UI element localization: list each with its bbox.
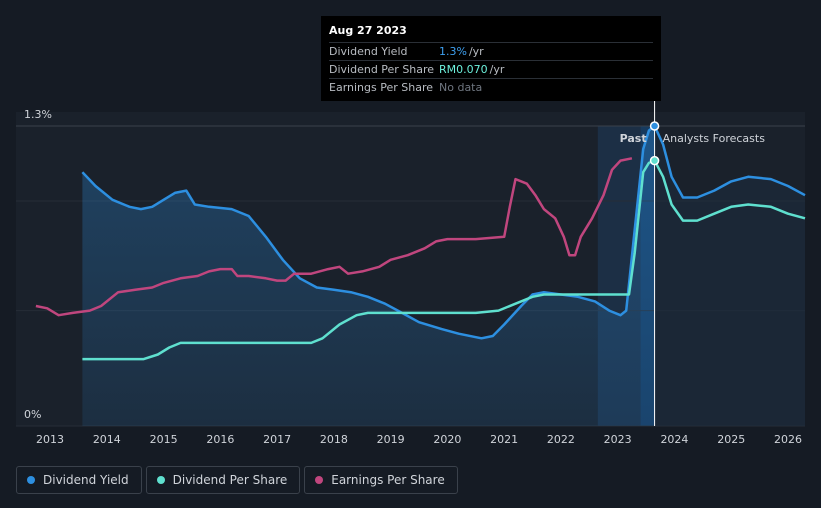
legend-item-dividend-per-share[interactable]: Dividend Per Share xyxy=(145,466,301,494)
x-tick-label: 2020 xyxy=(433,433,461,446)
tooltip-unit: /yr xyxy=(489,63,505,76)
x-tick-label: 2015 xyxy=(150,433,178,446)
series-line-dividend-yield-forecast xyxy=(653,125,806,199)
legend-dot-icon xyxy=(156,476,165,484)
y-tick-label-top: 1.3% xyxy=(24,108,52,121)
dividend-yield-forecast-area xyxy=(654,126,805,426)
series-line-dividend-yield xyxy=(81,125,656,340)
tooltip-date: Aug 27 2023 xyxy=(329,24,407,37)
legend-label: Dividend Per Share xyxy=(172,473,288,487)
x-tick-label: 2018 xyxy=(320,433,348,446)
legend-label: Dividend Yield xyxy=(43,473,129,487)
legend-item-dividend-yield[interactable]: Dividend Yield xyxy=(16,466,142,494)
tooltip-value: No data xyxy=(439,81,483,94)
x-tick-label: 2024 xyxy=(660,433,688,446)
x-tick-label: 2025 xyxy=(717,433,745,446)
x-tick-label: 2019 xyxy=(377,433,405,446)
legend-dot-icon xyxy=(315,476,324,484)
x-tick-label: 2016 xyxy=(206,433,234,446)
dividend-yield-area xyxy=(82,126,655,426)
past-label: Past xyxy=(620,132,647,145)
tooltip-value: RM0.070 xyxy=(439,63,488,76)
legend-label: Earnings Per Share xyxy=(331,473,445,487)
legend: Dividend Yield Dividend Per Share Earnin… xyxy=(16,466,458,494)
x-tick-label: 2022 xyxy=(547,433,575,446)
tooltip-label: Dividend Per Share xyxy=(329,63,435,76)
tooltip-row-dividend-yield: Dividend Yield 1.3% /yr xyxy=(329,42,653,60)
x-tick-label: 2026 xyxy=(774,433,802,446)
legend-dot-icon xyxy=(27,476,35,484)
dividend-per-share-marker xyxy=(649,155,660,166)
tooltip: Aug 27 2023 Dividend Yield 1.3% /yr Divi… xyxy=(321,16,661,101)
forecast-label: Analysts Forecasts xyxy=(663,132,766,145)
y-tick-label-bottom: 0% xyxy=(24,408,41,421)
series-line-earnings-per-share xyxy=(35,157,633,317)
series-line-dividend-per-share xyxy=(82,159,656,361)
x-tick-label: 2014 xyxy=(93,433,121,446)
series-line-dividend-per-share-forecast xyxy=(653,160,806,222)
tooltip-value: 1.3% xyxy=(439,45,467,58)
tooltip-row-earnings-per-share: Earnings Per Share No data xyxy=(329,78,653,96)
tooltip-label: Dividend Yield xyxy=(329,45,408,58)
x-tick-label: 2023 xyxy=(604,433,632,446)
x-tick-label: 2013 xyxy=(36,433,64,446)
tooltip-row-dividend-per-share: Dividend Per Share RM0.070 /yr xyxy=(329,60,653,78)
tooltip-unit: /yr xyxy=(468,45,484,58)
x-tick-label: 2017 xyxy=(263,433,291,446)
legend-item-earnings-per-share[interactable]: Earnings Per Share xyxy=(304,466,458,494)
x-tick-label: 2021 xyxy=(490,433,518,446)
dividend-yield-marker xyxy=(649,121,660,131)
tooltip-label: Earnings Per Share xyxy=(329,81,434,94)
